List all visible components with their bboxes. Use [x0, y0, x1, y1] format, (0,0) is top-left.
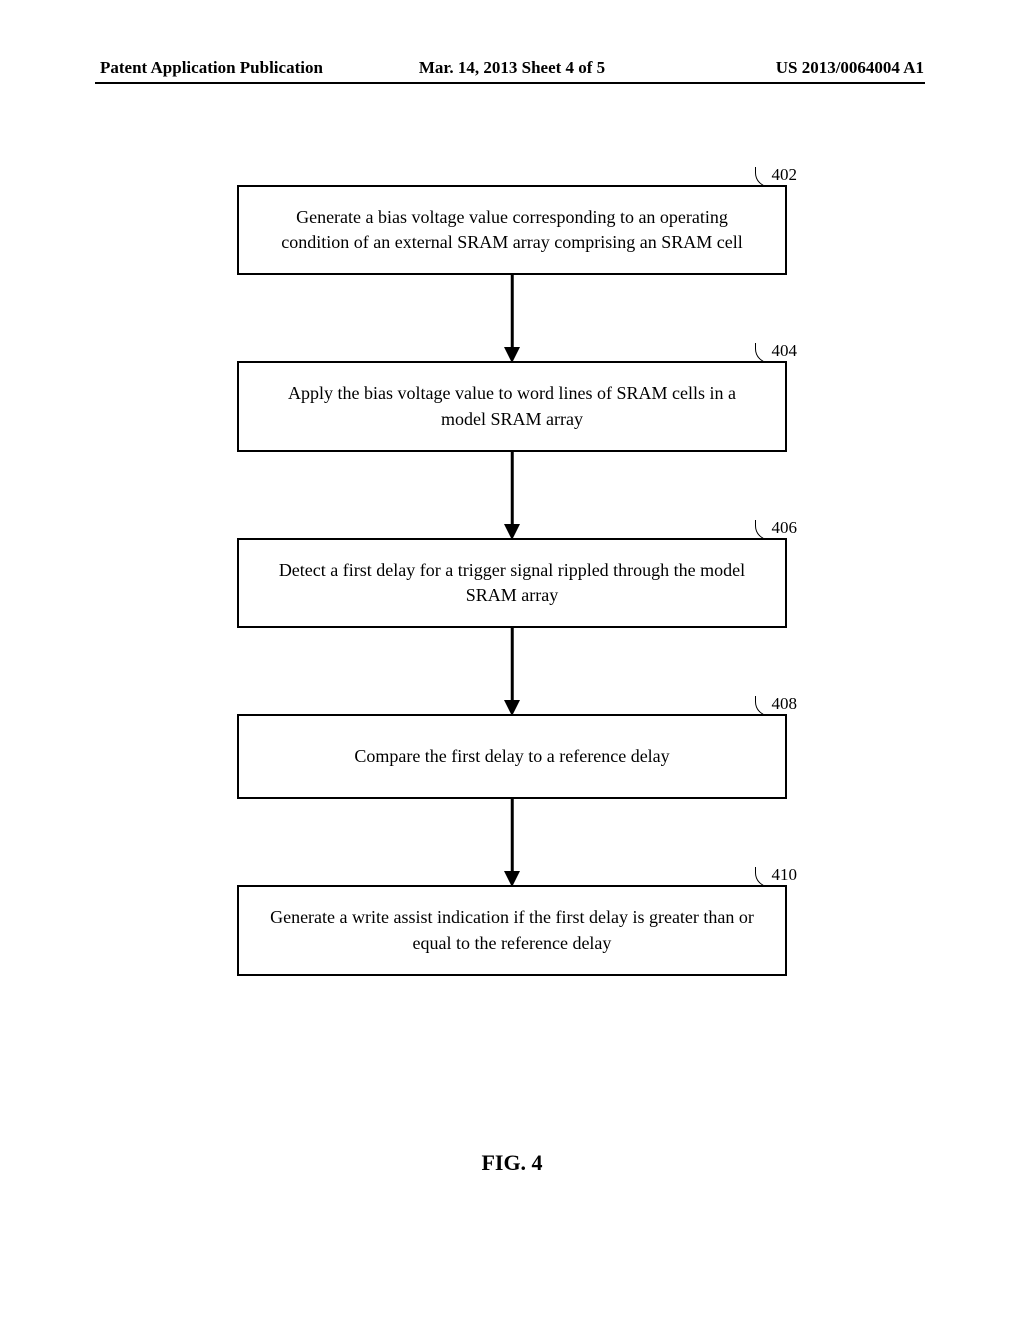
arrow-1 [237, 275, 787, 361]
label-curve-icon [755, 167, 769, 187]
box-id-410: 410 [772, 863, 798, 887]
label-curve-icon [755, 867, 769, 887]
box-label-408: 408 [755, 692, 798, 716]
box-text-406: Detect a first delay for a trigger signa… [279, 560, 745, 605]
label-curve-icon [755, 343, 769, 363]
box-label-404: 404 [755, 339, 798, 363]
box-label-410: 410 [755, 863, 798, 887]
label-curve-icon [755, 696, 769, 716]
arrow-line-icon [511, 628, 514, 702]
flowchart-box-406: 406 Detect a first delay for a trigger s… [237, 538, 787, 628]
arrow-3 [237, 628, 787, 714]
header-right-text: US 2013/0064004 A1 [649, 58, 924, 78]
page-header: Patent Application Publication Mar. 14, … [0, 58, 1024, 78]
box-label-402: 402 [755, 163, 798, 187]
box-text-408: Compare the first delay to a reference d… [354, 746, 669, 766]
arrow-4 [237, 799, 787, 885]
box-id-404: 404 [772, 339, 798, 363]
flowchart: 402 Generate a bias voltage value corres… [212, 185, 812, 976]
box-text-402: Generate a bias voltage value correspond… [281, 207, 742, 252]
flowchart-box-402: 402 Generate a bias voltage value corres… [237, 185, 787, 275]
header-center-text: Mar. 14, 2013 Sheet 4 of 5 [375, 58, 650, 78]
box-text-404: Apply the bias voltage value to word lin… [288, 383, 736, 428]
arrow-line-icon [511, 799, 514, 873]
arrow-2 [237, 452, 787, 538]
box-label-406: 406 [755, 516, 798, 540]
figure-label: FIG. 4 [481, 1150, 542, 1176]
arrow-line-icon [511, 452, 514, 526]
flowchart-box-410: 410 Generate a write assist indication i… [237, 885, 787, 975]
label-curve-icon [755, 520, 769, 540]
header-left-text: Patent Application Publication [100, 58, 375, 78]
flowchart-box-408: 408 Compare the first delay to a referen… [237, 714, 787, 799]
box-id-406: 406 [772, 516, 798, 540]
box-id-408: 408 [772, 692, 798, 716]
arrow-line-icon [511, 275, 514, 349]
flowchart-box-404: 404 Apply the bias voltage value to word… [237, 361, 787, 451]
header-divider [95, 82, 925, 84]
box-id-402: 402 [772, 163, 798, 187]
box-text-410: Generate a write assist indication if th… [270, 907, 754, 952]
